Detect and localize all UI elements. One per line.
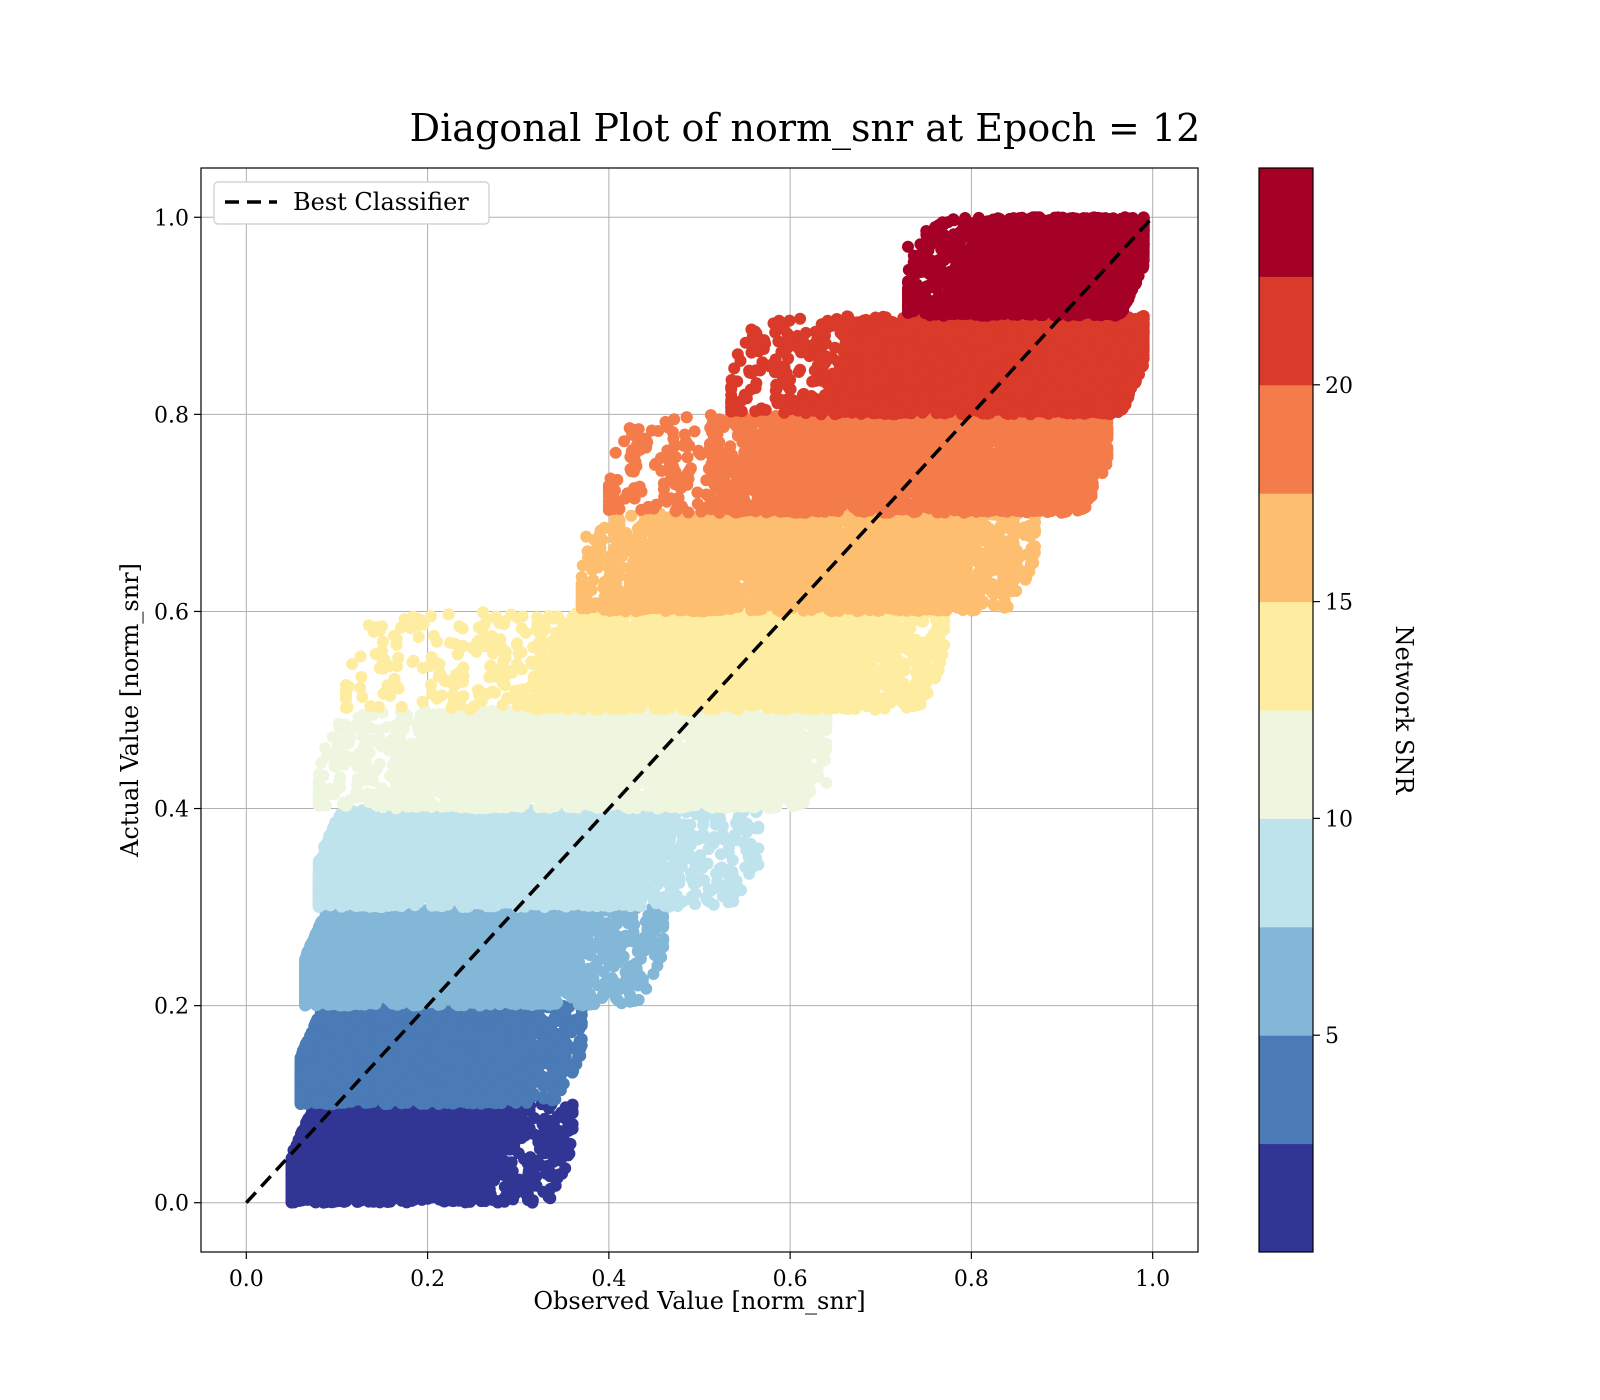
scatter-point xyxy=(524,1125,536,1137)
scatter-point xyxy=(396,1195,408,1207)
scatter-point xyxy=(356,1170,368,1182)
scatter-point xyxy=(419,1160,431,1172)
scatter-point xyxy=(495,1164,507,1176)
scatter-point xyxy=(498,1131,510,1143)
scatter-point xyxy=(546,1025,558,1037)
scatter-point-outlier xyxy=(562,1149,574,1161)
scatter-point xyxy=(572,1051,584,1063)
scatter-point xyxy=(553,1045,565,1057)
scatter-point xyxy=(463,1128,475,1140)
scatter-point xyxy=(420,1139,432,1151)
scatter-point xyxy=(535,1047,547,1059)
scatter-point xyxy=(381,1117,393,1129)
scatter-point xyxy=(513,1174,525,1186)
series-band-2 xyxy=(295,1000,588,1110)
scatter-point xyxy=(360,1132,372,1144)
scatter-point xyxy=(398,1177,410,1189)
scatter-point xyxy=(557,1063,569,1075)
scatter-point xyxy=(407,1114,419,1126)
scatter-point xyxy=(477,1138,489,1150)
scatter-point xyxy=(327,1161,339,1173)
scatter-point xyxy=(460,1145,472,1157)
scatter-point xyxy=(422,1184,434,1196)
scatter-point xyxy=(286,1170,298,1182)
scatter-point xyxy=(555,1074,567,1086)
scatter-point xyxy=(431,1173,443,1185)
scatter-point xyxy=(360,1097,372,1109)
scatter-point xyxy=(369,1047,381,1059)
scatter-point xyxy=(404,1144,416,1156)
scatter-point xyxy=(303,1163,315,1175)
scatter-point xyxy=(304,1182,316,1194)
scatter-point xyxy=(374,1174,386,1186)
scatter-point xyxy=(522,1158,534,1170)
scatter-point xyxy=(453,1195,465,1207)
scatter-point xyxy=(487,1107,499,1119)
scatter-point xyxy=(325,1137,337,1149)
scatter-point xyxy=(380,1164,392,1176)
scatter-point xyxy=(439,1184,451,1196)
scatter-point xyxy=(286,1185,298,1197)
scatter-point xyxy=(318,1190,330,1202)
scatter-point xyxy=(341,1175,353,1187)
scatter-point xyxy=(466,1192,478,1204)
scatter-point xyxy=(394,1158,406,1170)
scatter-point xyxy=(366,1191,378,1203)
scatter-point xyxy=(576,1033,588,1045)
chart-title: Diagonal Plot of norm_snr at Epoch = 12 xyxy=(410,106,1201,151)
scatter-point xyxy=(492,1144,504,1156)
scatter-point xyxy=(483,1153,495,1165)
scatter-point xyxy=(544,1170,556,1182)
scatter-point xyxy=(370,1130,382,1142)
scatter-point xyxy=(336,1150,348,1162)
scatter-point xyxy=(456,1019,468,1031)
scatter-point xyxy=(467,1097,479,1109)
scatter-point xyxy=(479,1121,491,1133)
scatter-point xyxy=(452,1155,464,1167)
scatter-point xyxy=(351,1195,363,1207)
scatter-point xyxy=(517,1114,529,1126)
scatter-point xyxy=(441,1153,453,1165)
scatter-point xyxy=(344,1160,356,1172)
scatter-point xyxy=(415,1128,427,1140)
scatter-point xyxy=(338,1186,350,1198)
scatter-point xyxy=(557,1112,569,1124)
scatter-point-outlier xyxy=(490,1195,502,1207)
scatter-point xyxy=(473,1151,485,1163)
scatter-point xyxy=(383,1190,395,1202)
scatter-point xyxy=(513,1147,525,1159)
scatter-point xyxy=(472,1167,484,1179)
scatter-point xyxy=(542,1160,554,1172)
scatter-point xyxy=(390,1138,402,1150)
scatter-point xyxy=(366,1160,378,1172)
scatter-point xyxy=(443,1114,455,1126)
scatter-point xyxy=(470,1181,482,1193)
scatter-point xyxy=(436,1141,448,1153)
scatter-point-outlier xyxy=(521,1186,533,1198)
scatter-point xyxy=(544,1037,556,1049)
scatter-point xyxy=(408,1194,420,1206)
scatter-point xyxy=(550,1130,562,1142)
scatter-point xyxy=(543,1191,555,1203)
